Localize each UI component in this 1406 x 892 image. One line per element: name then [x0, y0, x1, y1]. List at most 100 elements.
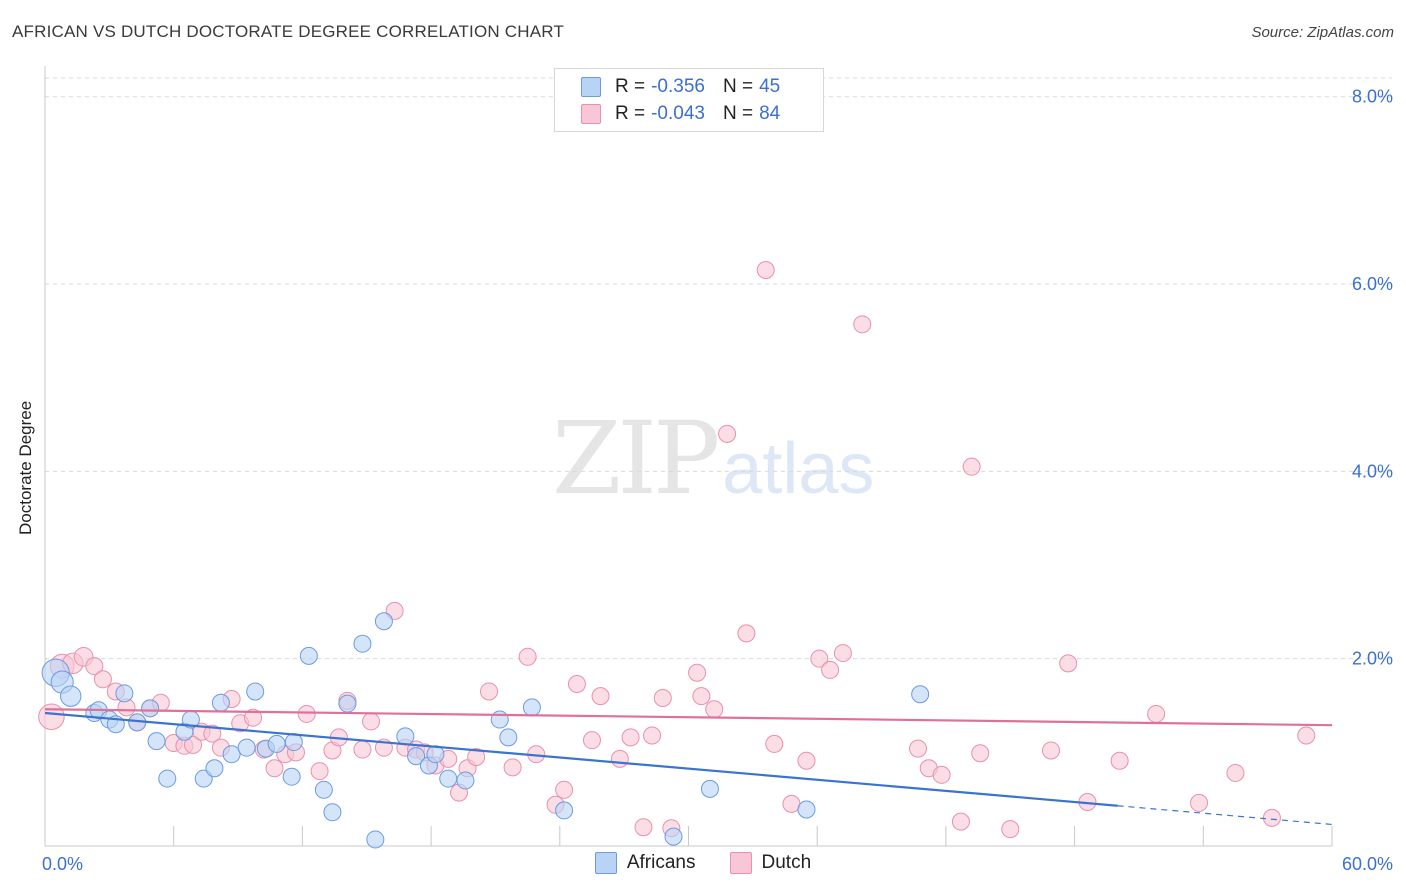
africans-trend-line [44, 711, 1118, 807]
dutch-point [1297, 726, 1316, 745]
africans-point [490, 710, 509, 729]
africans-point [555, 801, 574, 820]
dutch-point [756, 261, 775, 279]
x-tick-label: 0.0% [42, 854, 83, 874]
source-credit: Source: ZipAtlas.com [1251, 24, 1394, 41]
dutch-point [853, 315, 872, 334]
dutch-point [688, 663, 707, 682]
africans-point [267, 734, 286, 753]
dutch-point [1059, 654, 1078, 673]
dutch-point [634, 818, 653, 837]
dutch-trend-line [44, 708, 1333, 727]
dutch-point [1110, 751, 1129, 770]
y-tick-label: 2.0% [1352, 649, 1393, 669]
africans-point [158, 769, 177, 788]
africans-point [797, 800, 816, 819]
dutch-legend-label: Dutch [761, 852, 812, 873]
africans-n-value: 45 [759, 76, 781, 97]
africans-point [323, 803, 342, 822]
y-tick-label: 4.0% [1352, 461, 1393, 481]
dutch-point [582, 731, 601, 750]
x-tick-label: 60.0% [1342, 854, 1393, 874]
dutch-legend-swatch [729, 852, 752, 874]
africans-point [222, 745, 241, 764]
africans-n-label: N = [722, 76, 754, 97]
dutch-point [1147, 704, 1166, 723]
dutch-point [297, 704, 316, 723]
dutch-point [184, 735, 203, 754]
stats-legend: R = -0.356 N = 45 R = -0.043 N = 84 [554, 68, 824, 132]
watermark-zip: ZIP [552, 400, 720, 517]
dutch-point [610, 749, 629, 768]
africans-point [115, 684, 134, 703]
africans-point [366, 830, 385, 849]
africans-trend-extension [1117, 805, 1333, 826]
africans-legend-label: Africans [626, 852, 696, 873]
dutch-point [1042, 741, 1061, 760]
dutch-point [810, 649, 829, 668]
dutch-r-label: R = [615, 103, 646, 124]
dutch-point [718, 424, 737, 443]
africans-point [499, 728, 518, 747]
dutch-swatch [581, 104, 601, 124]
dutch-point [821, 660, 840, 679]
dutch-point [621, 728, 640, 747]
dutch-point [467, 748, 486, 767]
dutch-point [909, 739, 928, 758]
dutch-point [93, 670, 112, 689]
dutch-point [591, 687, 610, 706]
africans-point [407, 747, 426, 766]
chart-title: AFRICAN VS DUTCH DOCTORATE DEGREE CORREL… [12, 22, 565, 41]
dutch-point [555, 780, 574, 799]
dutch-point [362, 712, 381, 731]
dutch-point [310, 762, 329, 781]
africans-point [396, 727, 415, 746]
africans-point [237, 738, 256, 757]
dutch-point [765, 734, 784, 753]
dutch-n-value: 84 [759, 103, 781, 124]
dutch-point [480, 682, 499, 701]
africans-point [353, 634, 372, 653]
dutch-point [782, 794, 801, 813]
africans-swatch [581, 77, 601, 97]
dutch-point [503, 758, 522, 777]
dutch-point [518, 647, 537, 666]
africans-point [338, 694, 357, 713]
legend-item-africans[interactable]: Africans [594, 852, 696, 874]
africans-point [700, 779, 719, 798]
dutch-point [1190, 793, 1209, 812]
dutch-point [85, 657, 104, 676]
dutch-n-label: N = [722, 103, 754, 124]
dutch-point [567, 674, 586, 693]
africans-point [147, 732, 166, 751]
dutch-point [951, 812, 970, 831]
africans-point [456, 771, 475, 790]
dutch-point [38, 703, 65, 731]
africans-point [211, 693, 230, 712]
dutch-point [962, 457, 981, 476]
series-legend: Africans Dutch [0, 852, 1406, 874]
dutch-point [833, 644, 852, 663]
africans-point [141, 699, 160, 718]
africans-point [911, 685, 930, 704]
dutch-point [653, 689, 672, 708]
africans-point [439, 769, 458, 788]
africans-r-label: R = [615, 76, 646, 97]
dutch-point [692, 687, 711, 706]
africans-legend-swatch [594, 852, 617, 874]
africans-point [314, 780, 333, 799]
dutch-point [1001, 820, 1020, 839]
africans-point [282, 767, 301, 786]
dutch-point [932, 765, 951, 784]
dutch-point [737, 624, 756, 643]
dutch-point [643, 726, 662, 745]
y-tick-label: 8.0% [1352, 87, 1393, 107]
africans-point [374, 612, 393, 631]
dutch-point [244, 708, 263, 727]
legend-item-dutch[interactable]: Dutch [729, 852, 812, 874]
watermark: ZIPatlas [552, 400, 874, 517]
watermark-atlas: atlas [722, 429, 875, 509]
dutch-point [1226, 763, 1245, 782]
africans-point [522, 698, 541, 717]
